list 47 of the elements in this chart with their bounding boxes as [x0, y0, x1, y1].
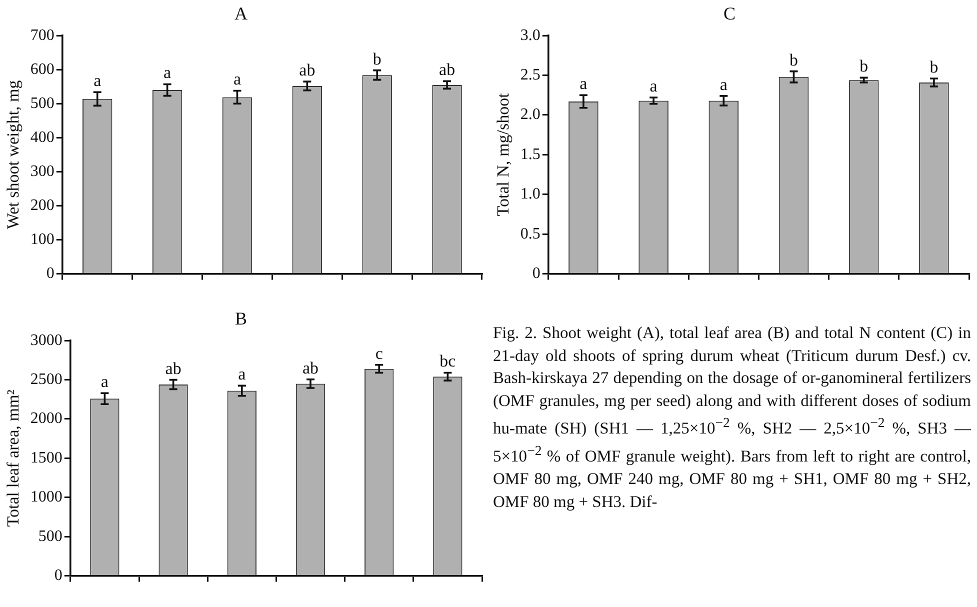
text: Fig. 2. Shoot weight (A), total leaf area (B) and total N content (C) in 21-day old shoots of spring durum wheat (Triticum durum Desf.) cv. Bash-kirskaya 27 depending on the dosage of or-ganomineral fertilizers (OMF granules, mg per seed) along and with different doses of sodium hu-mate (SH) (SH1 — 1,25×10$^{−2}$ %, SH2 — 2,5×10$^{−2}$ %, SH3 — 5×10$^{−2}$ % of OMF granule weight). Bars from left to right are control, OMF 80 mg, OMF 240 mg, OMF 80 mg + SH1, OMF 80 mg + SH2, OMF 80 mg + SH3. Dif- [493, 323, 971, 510]
y-axis-title: Total leaf area, mm² [4, 390, 23, 527]
data-label: a [233, 70, 242, 89]
data-label: b [930, 57, 938, 76]
data-label: a [238, 364, 246, 384]
y-tick-label: 2.5 [520, 66, 540, 84]
y-axis-title: Wet shoot weight, mg [4, 80, 23, 230]
data-label: b [860, 56, 868, 76]
data-label: a [650, 76, 658, 96]
data-label: ab [299, 60, 316, 80]
y-tick-label: 1000 [30, 488, 62, 506]
y-tick-label: 1.5 [520, 146, 540, 163]
chart-title: C [723, 4, 736, 24]
y-tick-label: 2.0 [520, 106, 540, 124]
y-tick-label: 0.5 [520, 225, 540, 242]
data-label: bc [440, 352, 456, 371]
y-tick-label: 400 [30, 128, 54, 146]
chart-title: A [234, 4, 248, 24]
y-tick-label: 1500 [30, 449, 62, 466]
y-tick-label: 2000 [30, 410, 62, 428]
chart-title: B [234, 308, 248, 329]
data-label: a [94, 71, 102, 90]
y-axis-title: Total N, mg/shoot [494, 92, 513, 216]
data-label: b [790, 50, 798, 70]
data-label: a [580, 74, 588, 94]
data-label: c [375, 344, 384, 363]
y-tick-label: 300 [30, 162, 54, 180]
y-tick-label: 500 [38, 528, 62, 545]
y-tick-label: 0 [46, 265, 54, 282]
y-tick-label: 500 [30, 94, 54, 112]
data-label: ab [439, 60, 456, 80]
y-tick-label: 3.0 [520, 26, 540, 44]
data-label: a [100, 372, 109, 392]
y-tick-label: 0 [54, 567, 62, 584]
data-label: b [372, 49, 382, 68]
y-tick-label: 200 [30, 196, 54, 214]
y-tick-label: 1.0 [520, 186, 540, 203]
y-tick-label: 100 [30, 230, 54, 248]
y-tick-label: 0 [532, 265, 540, 282]
y-tick-label: 2500 [30, 371, 62, 388]
data-label: ab [165, 358, 182, 378]
data-label: a [720, 74, 728, 94]
y-tick-label: 3000 [30, 332, 62, 349]
y-tick-label: 700 [30, 26, 54, 44]
y-tick-label: 600 [30, 60, 54, 78]
data-label: a [164, 63, 172, 82]
data-label: ab [302, 358, 319, 378]
